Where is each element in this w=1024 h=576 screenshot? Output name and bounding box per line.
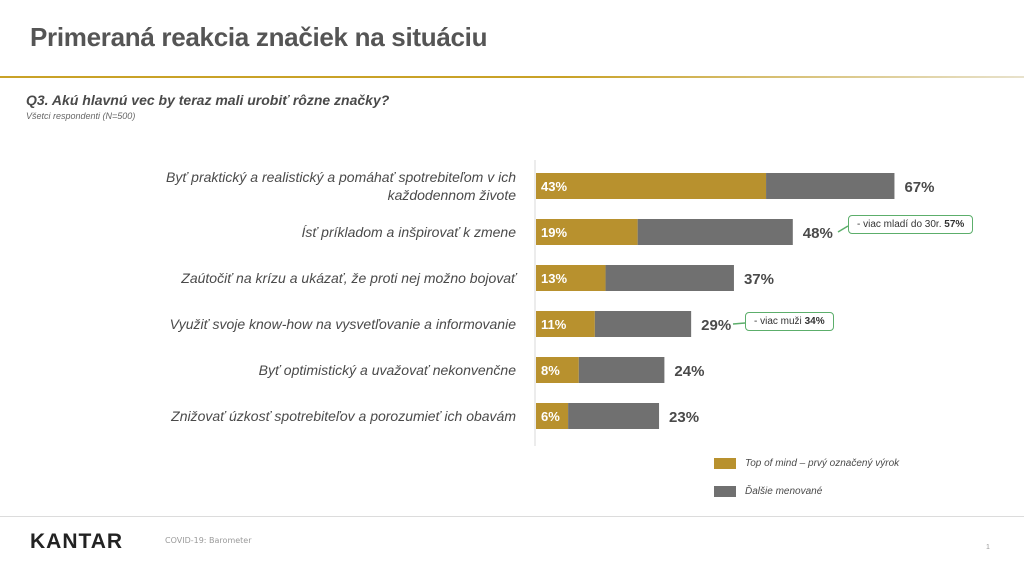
chart-legend: Top of mind – prvý označený výrok Ďalšie… [714,456,899,512]
slide-title: Primeraná reakcia značiek na situáciu [30,22,488,52]
category-label-1-0: Ísť príkladom a inšpirovať k zmene [301,224,516,240]
bar-other-5 [568,403,660,429]
value-label-top-of-mind-0: 43% [541,179,567,194]
bar-top-of-mind-4 [536,357,579,383]
respondents-note: Všetci respondenti (N=500) [26,111,136,121]
category-label-5-0: Znižovať úzkosť spotrebiteľov a porozumi… [170,408,516,424]
category-label-0-0: Byť praktický a realistický a pomáhať sp… [166,169,516,185]
total-label-0: 67% [904,179,934,196]
category-label-3-0: Využiť svoje know-how na vysvetľovanie a… [170,316,517,332]
callout-men: - viac muži 34% [745,312,834,331]
callout-men-value: 34% [804,316,825,327]
callout-men-connector [732,322,746,325]
legend-item-top-of-mind: Top of mind – prvý označený výrok [714,456,899,470]
bar-top-of-mind-1 [536,219,638,245]
bar-other-1 [637,219,793,245]
footer-divider [0,516,1024,517]
category-label-2-0: Zaútočiť na krízu a ukázať, že proti nej… [180,270,518,286]
bar-other-2 [605,265,734,291]
callout-young-value: 57% [944,219,965,230]
bar-top-of-mind-3 [536,311,595,337]
bar-other-4 [578,357,665,383]
legend-item-other: Ďalšie menované [714,484,899,498]
bar-other-3 [594,311,692,337]
callout-young-text: - viac mladí do 30r. [857,219,942,230]
total-label-5: 23% [669,409,699,426]
value-label-top-of-mind-2: 13% [541,271,567,286]
footer-note: COVID-19: Barometer [165,536,252,545]
legend-swatch-other [714,485,736,497]
legend-label-other: Ďalšie menované [745,485,823,497]
callout-young-connector [837,225,849,233]
bar-top-of-mind-2 [536,265,606,291]
callout-young: - viac mladí do 30r. 57% [848,215,974,234]
total-label-3: 29% [701,317,731,334]
value-label-top-of-mind-3: 11% [541,317,567,332]
callout-men-text: - viac muži [754,316,802,327]
value-label-top-of-mind-1: 19% [541,225,567,240]
legend-label-top-of-mind: Top of mind – prvý označený výrok [745,457,900,469]
category-label-4-0: Byť optimistický a uvažovať nekonvenčne [259,362,517,378]
legend-swatch-top-of-mind [714,457,736,469]
bar-top-of-mind-0 [536,173,767,199]
total-label-4: 24% [674,363,704,380]
total-label-1: 48% [803,225,833,242]
category-label-0-1: každodennom živote [388,187,517,203]
total-label-2: 37% [744,271,774,288]
value-label-top-of-mind-5: 6% [541,409,560,424]
bar-other-0 [766,173,895,199]
bar-top-of-mind-5 [536,403,569,429]
value-label-top-of-mind-4: 8% [541,363,560,378]
title-divider [0,76,1024,78]
kantar-logo: KANTAR [30,530,124,553]
question-text: Q3. Akú hlavnú vec by teraz mali urobiť … [26,92,390,108]
page-number: 1 [986,544,990,551]
